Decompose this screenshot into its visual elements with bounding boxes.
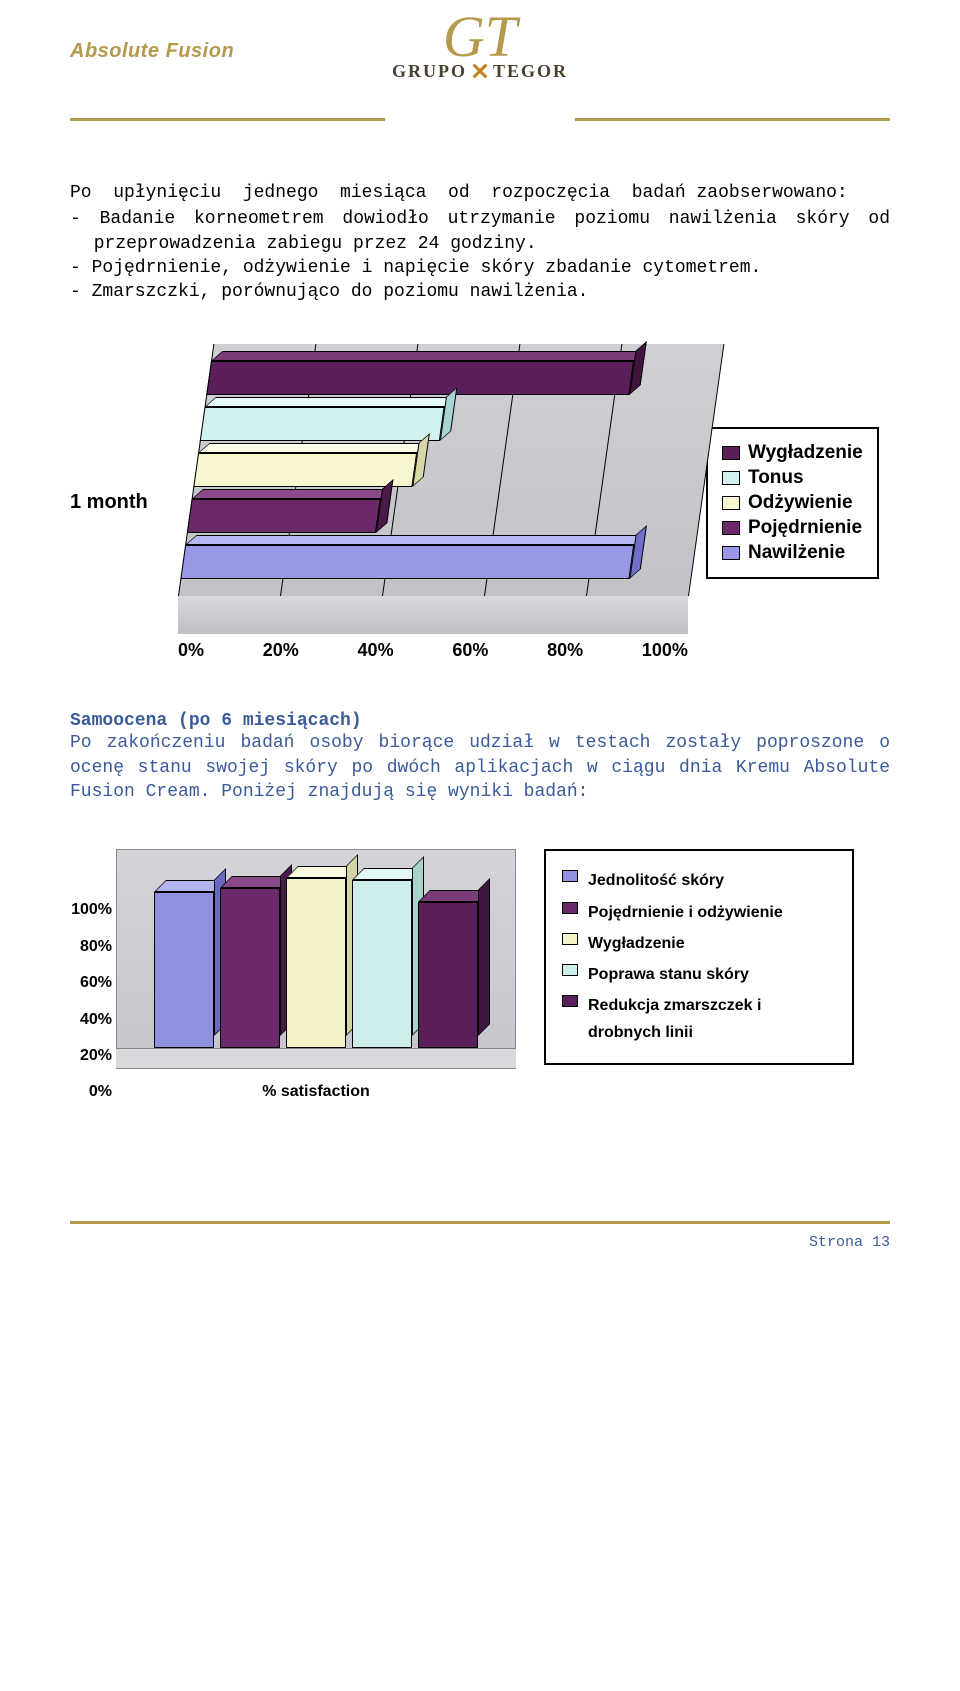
chart2-ytick: 0% (70, 1083, 112, 1101)
legend-row: Pojędrnienie i odżywienie (562, 899, 836, 926)
brand-logo: GT GRUPO TEGOR (392, 20, 568, 82)
chart1-xtick: 80% (547, 640, 583, 661)
legend-row: Wygładzenie (562, 930, 836, 957)
chart1-ylabel: 1 month (70, 491, 160, 514)
chart2-xlabel: % satisfaction (116, 1083, 516, 1101)
chart1-xtick: 100% (642, 640, 688, 661)
intro-bullets: - Badanie korneometrem dowiodło utrzyman… (70, 207, 890, 304)
chart2-bar (220, 888, 280, 1048)
chart2-ytick: 20% (70, 1047, 112, 1065)
legend-swatch (722, 546, 740, 560)
legend-swatch (562, 870, 578, 882)
legend-label: Redukcja zmarszczek i drobnych linii (588, 992, 836, 1046)
intro-bullet: - Badanie korneometrem dowiodło utrzyman… (70, 207, 890, 256)
legend-swatch (722, 521, 740, 535)
logo-monogram: GT (392, 20, 568, 55)
legend-label: Wygładzenie (588, 930, 685, 957)
legend-row: Tonus (722, 467, 863, 489)
legend-swatch (562, 933, 578, 945)
legend-swatch (722, 471, 740, 485)
legend-row: Pojędrnienie (722, 517, 863, 539)
legend-label: Poprawa stanu skóry (588, 961, 749, 988)
chart2-ytick: 60% (70, 974, 112, 992)
windmill-icon (471, 62, 489, 80)
legend-row: Wygładzenie (722, 442, 863, 464)
legend-label: Tonus (748, 467, 804, 489)
intro-text: Po upłynięciu jednego miesiąca od rozpoc… (70, 181, 890, 304)
chart2-bar (286, 878, 346, 1048)
legend-label: Pojędrnienie (748, 517, 862, 539)
chart2-yaxis: 100% 80% 60% 40% 20% 0% (70, 901, 116, 1101)
legend-row: Jednolitość skóry (562, 867, 836, 894)
page-header: Absolute Fusion GT GRUPO TEGOR (70, 40, 890, 63)
chart1-bar (206, 361, 634, 395)
legend-swatch (722, 446, 740, 460)
chart2-plot: % satisfaction (116, 849, 516, 1101)
chart1-bar (180, 545, 634, 579)
legend-label: Nawilżenie (748, 542, 845, 564)
chart1-xtick: 40% (358, 640, 394, 661)
chart2-bar (154, 892, 214, 1048)
legend-row: Nawilżenie (722, 542, 863, 564)
logo-text-right: TEGOR (493, 61, 568, 82)
legend-swatch (562, 902, 578, 914)
legend-label: Pojędrnienie i odżywienie (588, 899, 783, 926)
logo-text-left: GRUPO (392, 61, 467, 82)
intro-bullet: - Pojędrnienie, odżywienie i napięcie sk… (70, 256, 890, 280)
legend-swatch (722, 496, 740, 510)
chart2-bar (352, 880, 412, 1048)
legend-label: Wygładzenie (748, 442, 863, 464)
intro-bullet: - Zmarszczki, porównująco do poziomu naw… (70, 280, 890, 304)
brand-left: Absolute Fusion (70, 40, 234, 63)
chart1-xtick: 0% (178, 640, 204, 661)
chart-1month: 1 month 0% 20% 40% 60% 80% 100% Wygładzenie To… (70, 344, 890, 661)
legend-row: Redukcja zmarszczek i drobnych linii (562, 992, 836, 1046)
chart-satisfaction: 100% 80% 60% 40% 20% 0% % satisfaction Jednol… (70, 849, 890, 1101)
page-number: Strona 13 (70, 1234, 890, 1251)
legend-label: Jednolitość skóry (588, 867, 724, 894)
chart1-xtick: 60% (452, 640, 488, 661)
chart1-bar (200, 407, 444, 441)
chart2-legend: Jednolitość skóry Pojędrnienie i odżywien… (544, 849, 854, 1064)
legend-swatch (562, 995, 578, 1007)
chart1-bar (187, 499, 380, 533)
chart2-ytick: 40% (70, 1011, 112, 1029)
legend-label: Odżywienie (748, 492, 853, 514)
footer-rule (70, 1221, 890, 1224)
section-heading: Samoocena (po 6 miesiącach) (70, 711, 890, 731)
legend-swatch (562, 964, 578, 976)
intro-lead: Po upłynięciu jednego miesiąca od rozpoc… (70, 181, 890, 205)
header-rule (70, 118, 890, 121)
chart1-legend: Wygładzenie Tonus Odżywienie Pojędrnienie Na… (706, 427, 879, 579)
section-para: Po zakończeniu badań osoby biorące udzia… (70, 731, 890, 804)
chart2-ytick: 100% (70, 901, 112, 919)
chart1-bar (193, 453, 417, 487)
legend-row: Poprawa stanu skóry (562, 961, 836, 988)
chart1-xtick: 20% (263, 640, 299, 661)
chart2-bar (418, 902, 478, 1048)
chart1-xticks: 0% 20% 40% 60% 80% 100% (178, 640, 688, 661)
chart2-ytick: 80% (70, 938, 112, 956)
legend-row: Odżywienie (722, 492, 863, 514)
chart1-plot: 0% 20% 40% 60% 80% 100% (178, 344, 688, 661)
